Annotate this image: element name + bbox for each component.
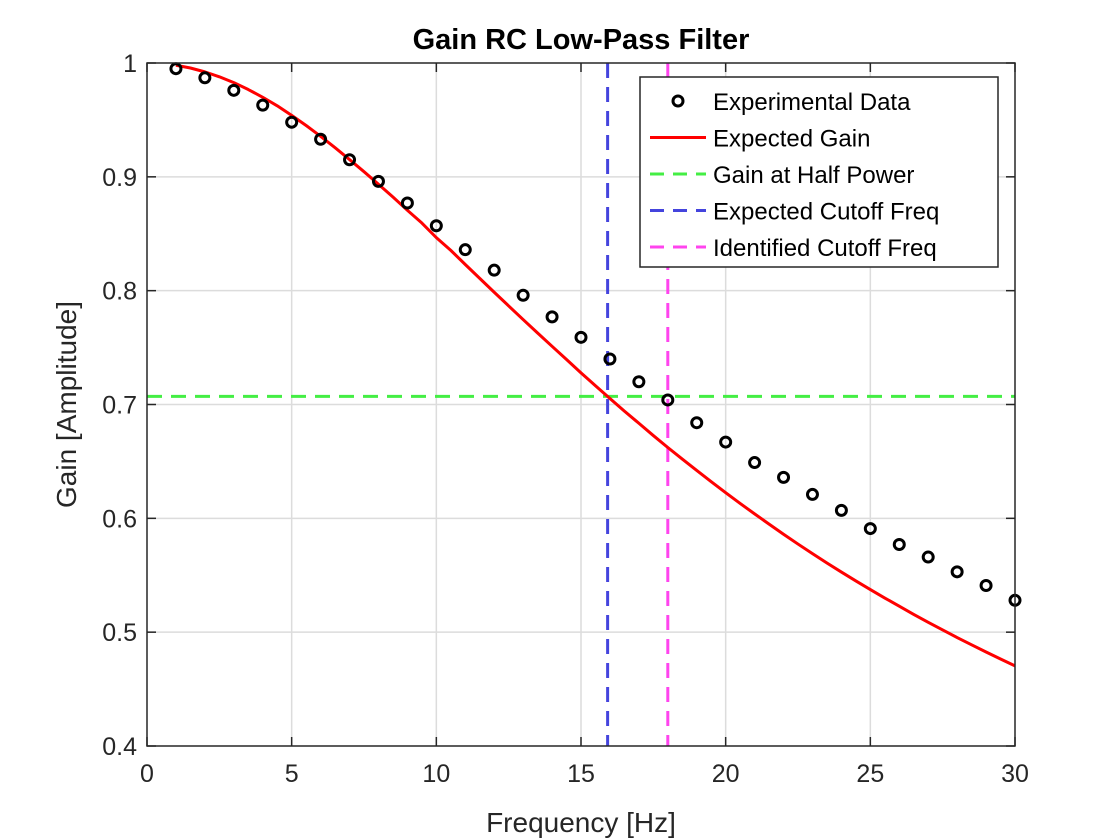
y-tick-label: 1 [123,50,137,78]
experimental-data-point [256,98,270,112]
experimental-data-point [632,375,646,389]
legend-label-expected-cutoff-freq: Expected Cutoff Freq [713,199,939,226]
x-axis-label: Frequency [Hz] [486,807,676,838]
legend-box [639,76,999,268]
experimental-data-point [574,330,588,344]
experimental-data-point [805,487,819,501]
legend-label-gain-at-half-power: Gain at Half Power [713,162,914,189]
x-tick-label: 25 [856,760,884,788]
y-tick-label: 0.6 [102,505,137,533]
experimental-data-point [661,393,675,407]
axis-ticks: 0 5 10 15 20 25 30 0.4 0.5 0.6 0.7 0.8 0.9 1 [102,50,1029,788]
experimental-data-point [719,435,733,449]
legend-label-experimental-data: Experimental Data [713,89,911,116]
experimental-data-point [198,71,212,85]
y-axis-label: Gain [Amplitude] [51,301,82,508]
x-tick-label: 10 [422,760,450,788]
y-tick-label: 0.8 [102,278,137,306]
experimental-data-point [371,174,385,188]
experimental-data-point [545,310,559,324]
y-tick-label: 0.4 [102,733,137,761]
experimental-data-point [516,288,530,302]
experimental-data-point [603,352,617,366]
y-tick-label: 0.9 [102,164,137,192]
experimental-data-point [227,83,241,97]
experimental-data-point [343,153,357,167]
experimental-data-point [921,550,935,564]
x-tick-label: 15 [567,760,595,788]
experimental-data-point [458,243,472,257]
x-tick-label: 5 [285,760,299,788]
experimental-data-point [314,132,328,146]
x-tick-label: 0 [140,760,154,788]
experimental-data-point [748,456,762,470]
experimental-data-point [777,470,791,484]
x-tick-label: 30 [1001,760,1029,788]
legend: Experimental Data Expected Gain Gain at Ha… [639,76,999,268]
experimental-data-point [863,522,877,536]
chart-title: Gain RC Low-Pass Filter [413,24,750,56]
experimental-data-point [950,565,964,579]
experimental-data-point [400,196,414,210]
experimental-data-point [487,263,501,277]
legend-label-expected-gain: Expected Gain [713,126,870,153]
experimental-data-point [285,115,299,129]
experimental-data-point [690,416,704,430]
experimental-data-point [979,578,993,592]
experimental-data-point [892,538,906,552]
y-tick-label: 0.7 [102,392,137,420]
experimental-data-point [834,503,848,517]
data-series [169,62,1022,668]
y-tick-label: 0.5 [102,619,137,647]
legend-marker-experimental-data [671,94,685,108]
x-tick-label: 20 [712,760,740,788]
expected-gain-line [175,63,1016,668]
legend-label-identified-cutoff-freq: Identified Cutoff Freq [713,235,937,262]
experimental-data-point [429,219,443,233]
